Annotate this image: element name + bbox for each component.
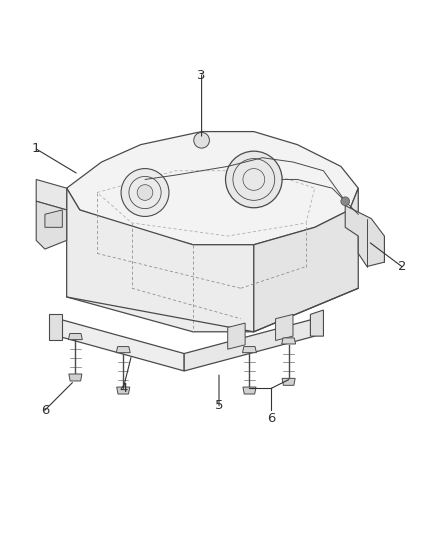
Polygon shape [58,319,184,371]
Polygon shape [49,314,62,341]
Circle shape [226,151,282,208]
Circle shape [341,197,350,206]
Text: 3: 3 [198,69,206,82]
Polygon shape [68,334,82,340]
Circle shape [194,133,209,148]
Circle shape [121,168,169,216]
Polygon shape [282,338,296,344]
Polygon shape [276,314,293,341]
Polygon shape [67,132,358,245]
Polygon shape [116,346,130,353]
Polygon shape [36,201,67,249]
Text: 4: 4 [119,382,127,395]
Polygon shape [345,206,385,266]
Polygon shape [45,210,62,228]
Text: 2: 2 [398,260,406,273]
Polygon shape [36,180,67,210]
Text: 1: 1 [32,142,40,156]
Polygon shape [254,188,358,332]
Polygon shape [311,310,323,336]
Polygon shape [184,319,315,371]
Polygon shape [67,188,254,332]
Polygon shape [243,387,256,394]
Text: 5: 5 [215,399,223,412]
Polygon shape [69,374,82,381]
Circle shape [137,184,153,200]
Polygon shape [117,387,130,394]
Polygon shape [228,323,245,349]
Polygon shape [243,346,256,353]
Text: 6: 6 [41,403,49,417]
Text: 6: 6 [267,413,276,425]
Polygon shape [282,378,295,385]
